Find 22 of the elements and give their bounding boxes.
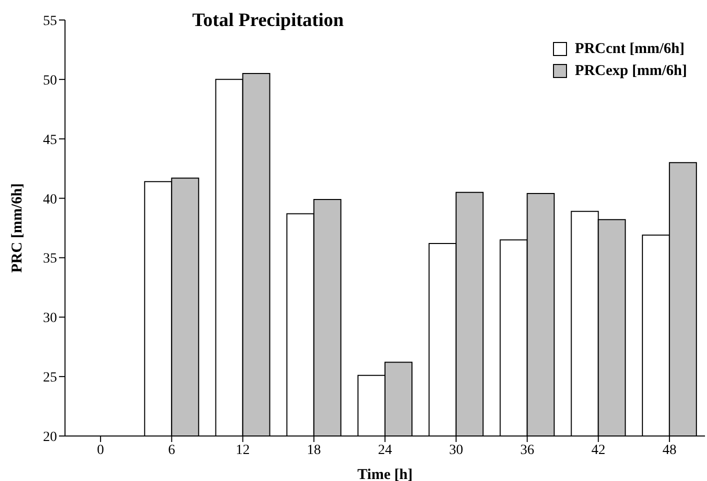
x-tick-label: 12 [236, 442, 250, 458]
y-tick-label: 55 [43, 14, 57, 29]
x-tick-label: 24 [378, 442, 392, 458]
chart-title: Total Precipitation [192, 10, 344, 31]
y-tick-label: 40 [43, 192, 57, 208]
legend-label: PRCexp [mm/6h] [574, 62, 687, 81]
y-tick-label: 25 [43, 370, 57, 386]
y-tick-label: 35 [43, 252, 57, 267]
y-tick-label: 20 [43, 430, 57, 445]
x-tick-label: 48 [662, 442, 676, 458]
x-tick-label: 6 [168, 442, 176, 458]
legend-label: PRCcnt [mm/6h] [574, 40, 684, 59]
x-tick-label: 18 [306, 442, 321, 458]
x-tick-label: 0 [97, 442, 104, 458]
y-axis-title: PRC [mm/6h] [9, 183, 26, 273]
x-tick-label: 42 [591, 442, 606, 458]
x-tick-label: 30 [449, 442, 464, 458]
x-axis-title: Time [h] [357, 467, 413, 481]
y-tick-label: 30 [43, 311, 57, 326]
y-tick-label: 50 [43, 73, 57, 88]
x-tick-label: 36 [520, 442, 534, 458]
y-tick-label: 45 [43, 132, 57, 148]
